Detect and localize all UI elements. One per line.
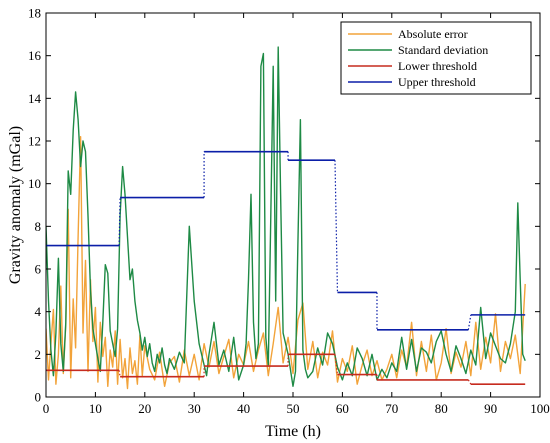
x-axis-title: Time (h) [265,423,321,440]
y-tick-label: 12 [28,134,41,149]
y-tick-label: 0 [35,390,42,405]
legend-label-absolute-error: Absolute error [398,27,468,41]
upper-threshold-transition [334,160,339,293]
lower-threshold-transition [118,370,121,377]
lower-threshold-transition [467,379,472,385]
axes-layer: 0 10 20 30 40 50 60 70 80 90 100 0 2 4 6 8 10 12 14 16 18 [28,6,550,417]
legend-label-standard-deviation: Standard deviation [398,43,488,57]
series-layer [46,46,526,390]
y-tick-label: 8 [35,219,42,234]
x-tick-label: 80 [435,401,448,416]
y-tick-label: 6 [35,262,42,277]
y-tick-label: 4 [35,304,42,319]
y-tick-label: 14 [28,91,42,106]
x-tick-label: 20 [138,401,151,416]
standard-deviation-series-line [46,46,526,387]
x-tick-label: 50 [287,401,300,416]
x-tick-label: 10 [89,401,102,416]
absolute-error-series-line [46,135,526,390]
x-tick-label: 100 [530,401,550,416]
legend-label-lower-threshold: Lower threshold [398,59,477,73]
upper-threshold-series [46,150,526,331]
y-tick-label: 2 [35,347,42,362]
x-tick-label: 30 [188,401,201,416]
upper-threshold-transition [467,314,472,330]
y-tick-label: 18 [28,6,41,21]
upper-threshold-transition [118,197,121,246]
legend: Absolute error Standard deviation Lower th… [340,21,532,95]
y-tick-label: 16 [28,48,42,63]
y-tick-label: 10 [28,176,41,191]
y-axis-title: Gravity anomaly (mGal) [7,126,24,284]
x-tick-label: 60 [336,401,349,416]
x-tick-label: 40 [237,401,250,416]
lower-threshold-series [46,353,526,386]
x-tick-label: 90 [484,401,497,416]
x-tick-label: 70 [385,401,398,416]
x-tick-label: 0 [43,401,50,416]
legend-label-upper-threshold: Upper threshold [398,75,476,89]
